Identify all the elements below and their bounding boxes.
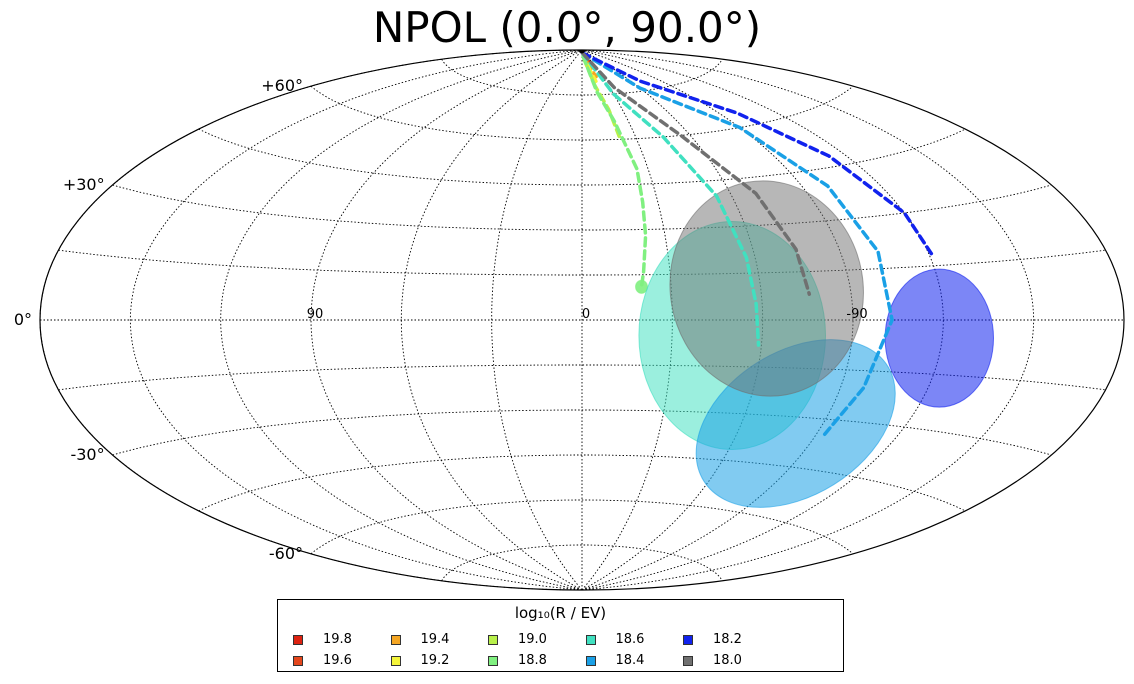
chart-title: NPOL (0.0°, 90.0°) [372, 3, 762, 52]
longitude-line [400, 49, 583, 591]
latitude-line [198, 128, 966, 186]
deflection-tracks [579, 50, 934, 438]
longitude-line [581, 49, 764, 591]
uncertainty-regions [635, 180, 994, 508]
legend-label: 19.4 [420, 632, 450, 647]
pole-marker [579, 50, 585, 54]
legend-label: 19.2 [420, 653, 450, 668]
legend-swatch [293, 656, 303, 666]
legend-label: 19.0 [518, 632, 547, 647]
legend-label: 18.8 [518, 653, 547, 668]
legend-title: log₁₀(R / EV) [514, 604, 607, 622]
longitude-line [310, 49, 583, 591]
lon-tick-label: 0 [582, 307, 590, 322]
latitude-line [310, 85, 854, 141]
legend-label: 18.0 [713, 653, 742, 668]
latitude-line [198, 454, 966, 512]
longitude-line [129, 49, 583, 591]
legend-swatch [585, 635, 596, 645]
legend-swatch [293, 635, 303, 645]
track-18-0 [580, 51, 812, 296]
legend-label: 18.6 [615, 632, 645, 647]
track-18-6 [580, 51, 761, 347]
legend-label: 18.4 [615, 653, 645, 668]
lat-tick-label: 0° [14, 310, 32, 329]
lat-tick-label: +60° [261, 76, 303, 95]
legend-swatch [488, 635, 498, 645]
track-18-4 [580, 51, 894, 438]
latitude-line [310, 499, 854, 555]
legend: log₁₀(R / EV) 19.8 19.6 19.4 19.2 19.0 18.8 18… [277, 599, 844, 672]
lat-tick-label: +30° [63, 175, 105, 194]
legend-swatch [683, 656, 693, 666]
legend-swatch [585, 656, 596, 666]
track-18-8 [581, 54, 648, 289]
legend-swatch [683, 635, 693, 645]
legend-swatch [390, 635, 401, 645]
map-boundary [39, 49, 1125, 591]
lon-tick-label: 90 [307, 307, 324, 322]
aitoff-map: +60° +30° 0° -30° -60° 90 0 -90 [14, 49, 1125, 591]
legend-swatch [390, 656, 401, 666]
legend-swatch [488, 656, 498, 666]
legend-label: 19.6 [323, 653, 352, 668]
region-18-2 [884, 268, 994, 408]
longitude-line [491, 49, 583, 591]
latitude-line [441, 58, 723, 96]
legend-label: 18.2 [713, 632, 742, 647]
lat-tick-label: -30° [70, 445, 104, 464]
longitude-line [581, 49, 1035, 591]
legend-label: 19.8 [323, 632, 352, 647]
region-18-0 [669, 180, 864, 397]
track-18-2 [580, 51, 934, 257]
axis-labels: +60° +30° 0° -30° -60° 90 0 -90 [14, 76, 868, 563]
lat-tick-label: -60° [269, 544, 303, 563]
lon-tick-label: -90 [846, 307, 867, 322]
longitude-line [581, 49, 854, 591]
latitude-line [112, 184, 1052, 231]
